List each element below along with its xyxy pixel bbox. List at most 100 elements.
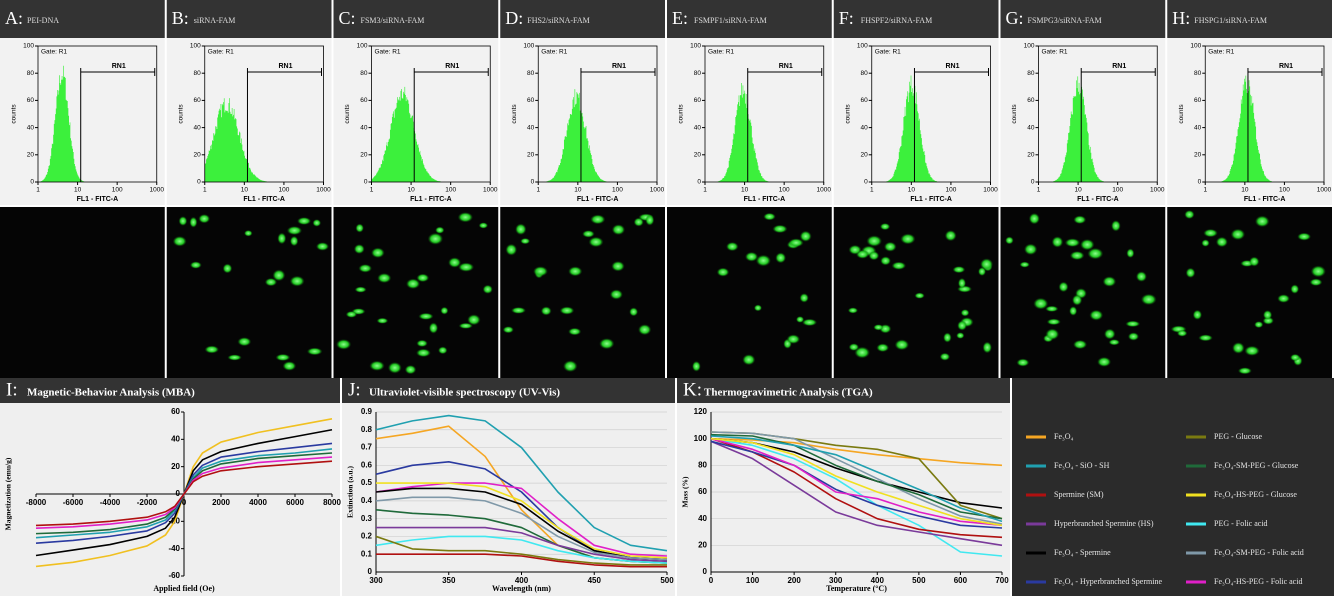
cell bbox=[1023, 243, 1038, 256]
y-tick-label: 80 bbox=[527, 70, 535, 77]
cell bbox=[1215, 236, 1228, 248]
panel-title: FSM3/siRNA-FAM bbox=[361, 16, 425, 25]
series-line bbox=[710, 440, 1003, 547]
series-line bbox=[710, 437, 1003, 557]
x-tick-label: 0 bbox=[709, 576, 714, 585]
cell bbox=[1033, 297, 1049, 310]
micrograph bbox=[500, 207, 665, 378]
series-line bbox=[710, 437, 1003, 527]
y-tick-label: 60 bbox=[698, 487, 707, 496]
cell bbox=[416, 339, 428, 348]
y-axis-label: counts bbox=[844, 104, 851, 124]
cell bbox=[854, 346, 871, 359]
cell bbox=[982, 341, 992, 354]
panel-letter: E: bbox=[672, 8, 688, 28]
y-tick-label: 100 bbox=[190, 43, 201, 50]
x-tick-label: 500 bbox=[912, 576, 926, 585]
cell bbox=[944, 230, 957, 242]
y-tick-label: 80 bbox=[1027, 70, 1035, 77]
x-tick-label: 1000 bbox=[1150, 187, 1165, 194]
cell bbox=[204, 345, 220, 354]
gate-label: Gate: R1 bbox=[208, 49, 234, 56]
cell bbox=[272, 269, 286, 282]
y-axis-label: Magnetization (emu/g) bbox=[4, 457, 13, 530]
x-tick-label: -2000 bbox=[137, 498, 158, 507]
x-tick-label: 1000 bbox=[1317, 187, 1332, 194]
cell bbox=[880, 256, 891, 266]
marker-label: RN1 bbox=[612, 63, 626, 70]
x-axis-label: FL1 - FITC-A bbox=[744, 196, 786, 203]
cell bbox=[172, 236, 187, 247]
cell bbox=[458, 262, 475, 272]
y-tick-label: -40 bbox=[168, 544, 180, 553]
panel-header bbox=[1167, 0, 1332, 38]
cell bbox=[1244, 345, 1260, 356]
x-tick-label: 1000 bbox=[150, 187, 165, 194]
panel-letter: H: bbox=[1172, 8, 1190, 28]
histogram bbox=[1221, 75, 1272, 182]
histogram bbox=[546, 89, 607, 182]
panel-title: FHS2/siRNA-FAM bbox=[527, 16, 590, 25]
cell bbox=[198, 214, 211, 224]
panel-letter: C: bbox=[339, 8, 356, 28]
cell bbox=[1108, 339, 1120, 346]
cell bbox=[939, 352, 951, 361]
x-tick-label: 100 bbox=[278, 187, 289, 194]
cell bbox=[873, 324, 884, 331]
y-tick-label: 20 bbox=[27, 152, 35, 159]
y-tick-label: 0 bbox=[697, 179, 701, 186]
y-tick-label: 0 bbox=[1031, 179, 1035, 186]
cell bbox=[1005, 236, 1014, 245]
cell bbox=[1230, 228, 1246, 241]
cell bbox=[1237, 367, 1252, 375]
panel-letter: I: bbox=[6, 379, 18, 400]
x-tick-label: 300 bbox=[369, 576, 383, 585]
cell bbox=[1198, 334, 1213, 342]
cell bbox=[355, 223, 364, 233]
cell bbox=[744, 251, 759, 262]
y-tick-label: 0 bbox=[1198, 179, 1202, 186]
legend-label: Fe₃O₄-HS-PEG - Glucose bbox=[1214, 490, 1297, 499]
cell bbox=[345, 310, 358, 318]
legend-label: Spermine (SM) bbox=[1054, 490, 1104, 499]
cell bbox=[1127, 332, 1140, 341]
panel-header bbox=[667, 0, 832, 38]
cell bbox=[428, 322, 439, 334]
plot-background bbox=[0, 38, 165, 205]
cell bbox=[1254, 321, 1264, 329]
y-tick-label: 80 bbox=[1194, 70, 1202, 77]
x-tick-label: 10 bbox=[74, 187, 82, 194]
cell bbox=[753, 304, 763, 312]
cell bbox=[629, 307, 639, 317]
cell bbox=[1135, 271, 1147, 282]
cell bbox=[405, 278, 421, 290]
cell bbox=[1080, 238, 1095, 251]
cell bbox=[599, 338, 615, 350]
panel-header bbox=[677, 378, 1010, 403]
panel-title: PEI-DNA bbox=[27, 16, 59, 25]
series-line bbox=[375, 414, 668, 552]
y-tick-label: -60 bbox=[168, 571, 180, 580]
histogram bbox=[717, 82, 769, 182]
cell bbox=[289, 235, 299, 247]
cell bbox=[264, 277, 278, 287]
y-tick-label: 40 bbox=[698, 514, 707, 523]
legend-label: Hyperbranched Spermine (HS) bbox=[1054, 519, 1154, 528]
cell bbox=[568, 327, 582, 336]
cell bbox=[1310, 265, 1326, 278]
x-tick-label: 10 bbox=[908, 187, 916, 194]
cell bbox=[801, 318, 818, 327]
series-line bbox=[376, 526, 668, 563]
y-tick-label: 60 bbox=[360, 97, 368, 104]
legend-label: Fe₃O₄-HS-PEG - Folic acid bbox=[1214, 577, 1302, 586]
cell bbox=[1045, 328, 1060, 340]
cell bbox=[763, 212, 776, 221]
cell bbox=[335, 339, 352, 350]
cell bbox=[1297, 232, 1312, 241]
x-tick-label: 700 bbox=[995, 576, 1009, 585]
series-line bbox=[710, 431, 1003, 525]
cell bbox=[189, 216, 198, 228]
y-tick-label: 20 bbox=[694, 152, 702, 159]
cell bbox=[638, 324, 652, 336]
y-tick-label: 0.9 bbox=[361, 407, 373, 416]
